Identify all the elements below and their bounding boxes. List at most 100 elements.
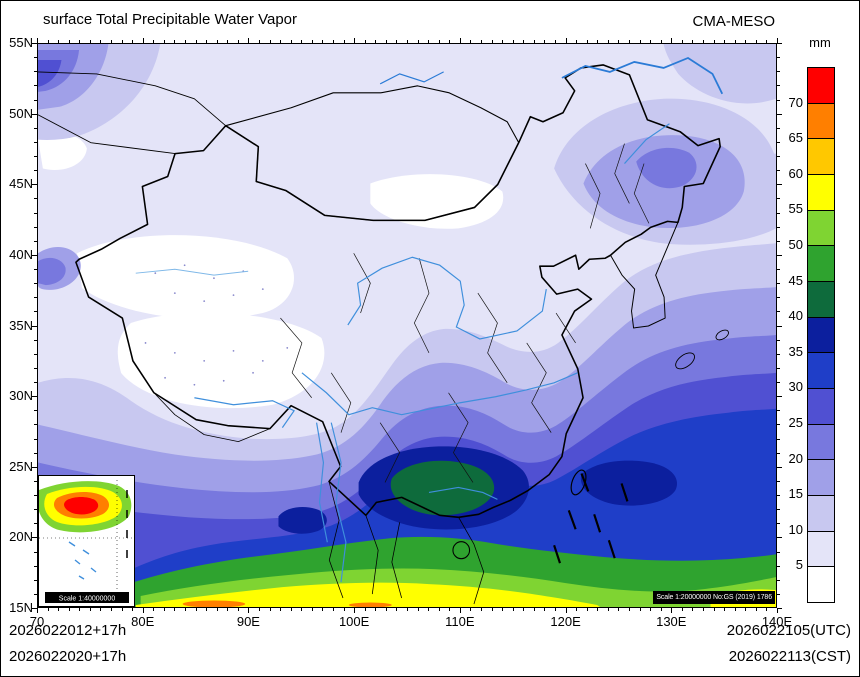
lon-axis-label: 130E bbox=[656, 614, 687, 629]
lon-minor-tick bbox=[58, 40, 60, 43]
lat-minor-tick bbox=[777, 226, 780, 228]
lon-minor-tick bbox=[364, 40, 366, 43]
lat-minor-tick bbox=[777, 565, 780, 567]
lon-minor-tick bbox=[111, 608, 112, 611]
colorbar-segment bbox=[808, 530, 834, 567]
lon-minor-tick bbox=[650, 40, 652, 43]
lon-minor-tick bbox=[216, 40, 218, 43]
lon-axis-label: 100E bbox=[338, 614, 370, 629]
lon-minor-tick bbox=[533, 608, 535, 611]
lon-minor-tick bbox=[692, 40, 694, 43]
lon-major-tick bbox=[354, 38, 356, 43]
lon-minor-tick bbox=[597, 608, 599, 611]
lon-minor-tick bbox=[280, 40, 282, 43]
lon-minor-tick bbox=[206, 608, 208, 611]
lon-minor-tick bbox=[280, 608, 282, 611]
init-time-utc: 2026022012+17h bbox=[9, 622, 127, 639]
lon-minor-tick bbox=[301, 40, 303, 43]
lon-minor-tick bbox=[470, 40, 472, 43]
colorbar-segment bbox=[808, 495, 834, 531]
lat-minor-tick bbox=[34, 353, 37, 355]
colorbar-tick-label: 15 bbox=[788, 486, 803, 502]
lon-minor-tick bbox=[100, 608, 102, 611]
lat-minor-tick bbox=[777, 71, 780, 73]
lon-minor-tick bbox=[597, 40, 599, 43]
lat-axis-label: 25N bbox=[9, 458, 33, 474]
lat-minor-tick bbox=[34, 523, 37, 525]
lat-minor-tick bbox=[34, 339, 37, 341]
lat-minor-tick bbox=[34, 240, 37, 242]
lon-minor-tick bbox=[481, 608, 482, 611]
lon-minor-tick bbox=[68, 40, 70, 43]
lon-minor-tick bbox=[163, 608, 165, 611]
inset-scale-text: Scale 1:40000000 bbox=[59, 596, 116, 603]
lat-minor-tick bbox=[777, 410, 780, 412]
lat-minor-tick bbox=[34, 509, 37, 511]
lat-minor-tick bbox=[34, 565, 37, 567]
lon-minor-tick bbox=[586, 40, 588, 43]
lat-major-tick bbox=[777, 537, 782, 539]
colorbar-segment bbox=[808, 102, 834, 139]
lon-minor-tick bbox=[734, 40, 736, 43]
lon-minor-tick bbox=[227, 40, 229, 43]
lat-minor-tick bbox=[34, 410, 37, 412]
lon-minor-tick bbox=[216, 608, 218, 611]
lon-major-tick bbox=[777, 38, 778, 43]
lat-minor-tick bbox=[777, 551, 780, 553]
lon-major-tick bbox=[459, 608, 461, 613]
lon-minor-tick bbox=[681, 608, 683, 611]
lat-minor-tick bbox=[34, 269, 37, 270]
lon-minor-tick bbox=[132, 40, 134, 43]
colorbar-tick-label: 35 bbox=[788, 343, 803, 359]
lon-minor-tick bbox=[713, 40, 715, 43]
lon-minor-tick bbox=[375, 608, 377, 611]
model-name: CMA-MESO bbox=[692, 13, 776, 30]
lat-minor-tick bbox=[34, 156, 37, 157]
lon-minor-tick bbox=[607, 608, 609, 611]
lat-minor-tick bbox=[34, 438, 37, 440]
lon-minor-tick bbox=[259, 40, 260, 43]
lat-minor-tick bbox=[777, 579, 780, 581]
colorbar-segment bbox=[808, 245, 834, 282]
lon-minor-tick bbox=[68, 608, 70, 611]
lat-minor-tick bbox=[777, 452, 780, 454]
lon-minor-tick bbox=[195, 608, 197, 611]
lon-minor-tick bbox=[576, 40, 578, 43]
lat-minor-tick bbox=[777, 353, 780, 355]
lon-minor-tick bbox=[237, 608, 239, 611]
lon-minor-tick bbox=[290, 40, 292, 43]
inset-scale-badge bbox=[45, 592, 129, 603]
lon-minor-tick bbox=[174, 608, 176, 611]
lon-minor-tick bbox=[755, 608, 757, 611]
lat-minor-tick bbox=[777, 367, 780, 369]
lon-minor-tick bbox=[544, 608, 546, 611]
country-borders bbox=[38, 64, 729, 605]
lon-minor-tick bbox=[766, 608, 768, 611]
lon-axis-label: 90E bbox=[236, 614, 260, 629]
colorbar-segment bbox=[808, 174, 834, 210]
lon-minor-tick bbox=[724, 40, 726, 43]
lon-minor-tick bbox=[79, 608, 81, 611]
lon-minor-tick bbox=[407, 608, 408, 611]
colorbar-segment bbox=[808, 281, 834, 317]
lat-minor-tick bbox=[777, 57, 780, 59]
lat-minor-tick bbox=[34, 551, 37, 553]
lon-minor-tick bbox=[449, 40, 451, 43]
lat-major-tick bbox=[777, 113, 782, 115]
colorbar-tick-label: 40 bbox=[788, 308, 803, 324]
lat-minor-tick bbox=[34, 141, 37, 143]
lat-major-tick bbox=[32, 608, 37, 609]
lon-minor-tick bbox=[438, 40, 440, 43]
lon-minor-tick bbox=[629, 40, 630, 43]
lat-major-tick bbox=[777, 184, 782, 186]
lon-minor-tick bbox=[79, 40, 81, 43]
lon-minor-tick bbox=[89, 40, 91, 43]
lon-axis-label: 80E bbox=[131, 614, 155, 629]
colorbar-tick-label: 5 bbox=[795, 557, 803, 573]
lon-minor-tick bbox=[185, 40, 186, 43]
lon-minor-tick bbox=[237, 40, 239, 43]
lat-minor-tick bbox=[34, 57, 37, 59]
lat-minor-tick bbox=[777, 495, 780, 496]
lon-minor-tick bbox=[618, 40, 620, 43]
lat-minor-tick bbox=[777, 156, 780, 157]
